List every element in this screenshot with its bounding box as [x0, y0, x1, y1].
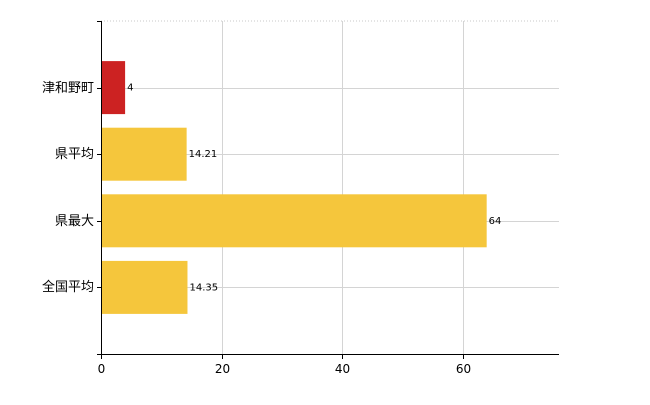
data-label: 14.35 — [189, 282, 218, 293]
category-label: 県最大 — [55, 214, 94, 229]
category-label: 津和野町 — [42, 81, 94, 96]
x-tick-label: 0 — [98, 362, 106, 376]
data-label: 4 — [127, 83, 133, 94]
bar-0 — [101, 61, 126, 115]
x-tick-label: 40 — [335, 362, 350, 376]
bar-1 — [101, 127, 187, 181]
axes — [97, 21, 559, 359]
bar-3 — [101, 260, 188, 314]
x-tick-label: 60 — [456, 362, 471, 376]
data-label: 14.21 — [189, 149, 218, 160]
x-tick-label: 20 — [215, 362, 230, 376]
bar-2 — [101, 194, 487, 248]
category-label: 県平均 — [55, 147, 94, 162]
category-label: 全国平均 — [42, 279, 94, 295]
bars — [101, 61, 487, 314]
data-label: 64 — [489, 216, 502, 227]
